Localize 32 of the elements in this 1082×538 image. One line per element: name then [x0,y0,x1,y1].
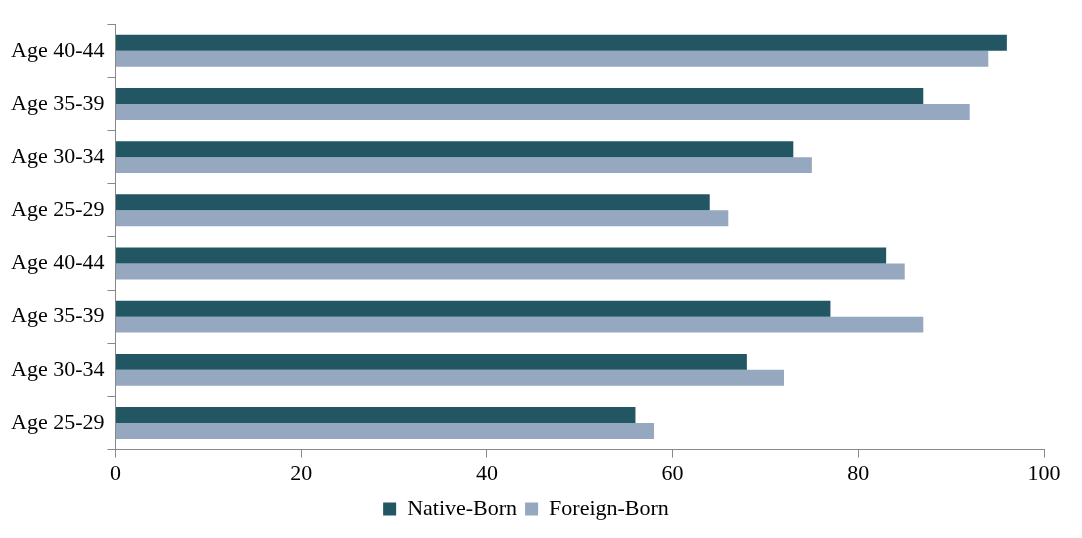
y-tick-label: Age 35-39 [10,302,105,328]
x-tick-label: 0 [109,459,121,485]
y-tick-label: Age 40-44 [10,249,105,275]
y-tick-label: Age 25-29 [10,408,105,434]
y-tick-label: Age 25-29 [10,196,105,222]
x-tick-label: 60 [661,459,684,485]
bar [115,353,747,370]
x-tick-label: 100 [1027,459,1061,485]
bar [115,423,655,439]
y-tick-label: Age 30-34 [10,142,105,168]
bar [115,369,785,386]
x-tick-label: 40 [475,459,498,485]
bar [115,210,729,227]
bar [115,34,1007,51]
y-tick-label: Age 30-34 [10,355,105,381]
x-tick-label: 20 [290,459,313,485]
bar [115,263,905,280]
bar [115,316,924,333]
bar [115,103,970,120]
bar [115,194,710,211]
bar [115,407,636,424]
legend-label: Native-Born [407,494,518,520]
x-tick-label: 80 [847,459,870,485]
legend-label: Foreign-Born [549,494,669,520]
y-tick-label: Age 35-39 [10,89,105,115]
y-tick-label: Age 40-44 [10,36,105,62]
bar [115,157,812,174]
bar [115,247,887,264]
bar [115,50,989,67]
bar [115,88,924,104]
bar [115,141,794,158]
bar [115,300,831,317]
